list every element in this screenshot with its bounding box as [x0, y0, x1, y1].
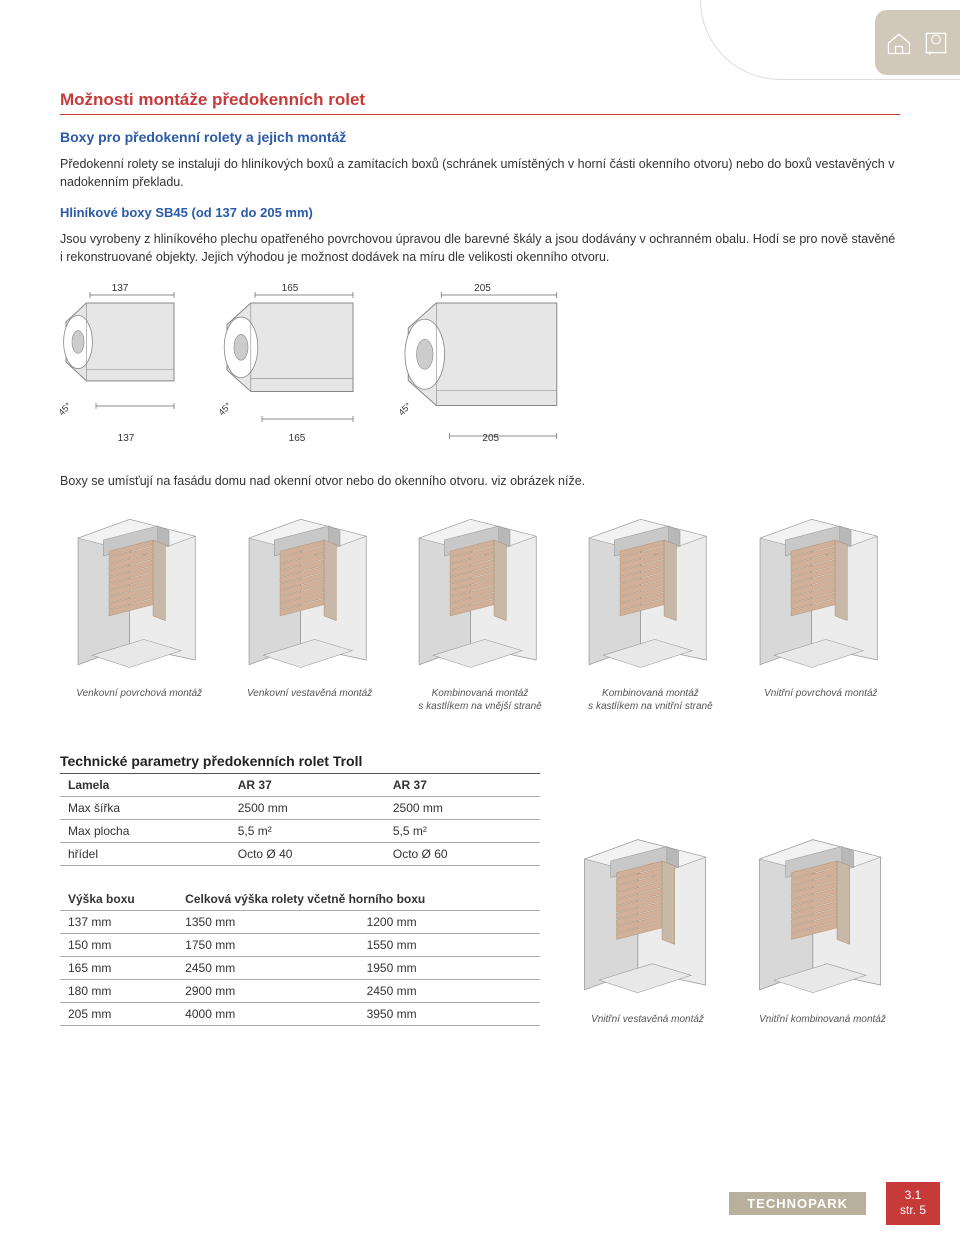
intro-paragraph: Předokenní rolety se instalují do hliník…: [60, 155, 900, 191]
td: 150 mm: [60, 934, 177, 957]
mount-types-row: Venkovní povrchová montáž Venkovní vesta…: [60, 510, 900, 714]
table-row: 180 mm2900 mm2450 mm: [60, 980, 540, 1003]
td: 2900 mm: [177, 980, 358, 1003]
bottom-mounts: Vnitřní vestavěná montáž Vnitřní kombino…: [570, 753, 900, 1026]
mount-caption: Kombinovaná montážs kastlíkem na vnější …: [401, 687, 559, 713]
th: Lamela: [60, 774, 230, 797]
td: 1200 mm: [359, 911, 540, 934]
th: Výška boxu: [60, 888, 177, 911]
profile-diagrams: 13713745° 16516545° 20520545°: [60, 287, 900, 442]
mount-type-4: Vnitřní povrchová montáž: [742, 510, 900, 714]
td: Max plocha: [60, 820, 230, 843]
td: 1550 mm: [359, 934, 540, 957]
technical-tables: Technické parametry předokenních rolet T…: [60, 753, 540, 1026]
mount-caption: Venkovní povrchová montáž: [60, 687, 218, 700]
td: 2450 mm: [177, 957, 358, 980]
profile-205: 20520545°: [400, 287, 565, 442]
bottom-mount-1: Vnitřní kombinovaná montáž: [745, 830, 900, 1026]
td: Max šířka: [60, 797, 230, 820]
shutter-icon: [922, 29, 950, 57]
th: AR 37: [230, 774, 385, 797]
td: 4000 mm: [177, 1003, 358, 1026]
page-title: Možnosti montáže předokenních rolet: [60, 90, 900, 110]
mount-type-0: Venkovní povrchová montáž: [60, 510, 218, 714]
td: 205 mm: [60, 1003, 177, 1026]
page-number: str. 5: [900, 1203, 926, 1219]
bottom-mount-0: Vnitřní vestavěná montáž: [570, 830, 725, 1026]
dim-top: 137: [112, 283, 129, 294]
page-footer: TECHNOPARK 3.1 str. 5: [0, 1182, 960, 1225]
profile-137: 13713745°: [60, 287, 180, 442]
mount-caption: Vnitřní vestavěná montáž: [570, 1013, 725, 1026]
th: AR 37: [385, 774, 540, 797]
td: 3950 mm: [359, 1003, 540, 1026]
dim-bottom: 165: [289, 433, 306, 444]
category-tab: [875, 10, 960, 75]
mount-type-2: Kombinovaná montážs kastlíkem na vnější …: [401, 510, 559, 714]
house-icon: [885, 29, 913, 57]
dim-top: 165: [282, 283, 299, 294]
table-row: 137 mm1350 mm1200 mm: [60, 911, 540, 934]
placement-text: Boxy se umísťují na fasádu domu nad oken…: [60, 472, 900, 490]
mount-caption: Kombinovaná montážs kastlíkem na vnitřní…: [571, 687, 729, 713]
tech-params-table: LamelaAR 37AR 37 Max šířka2500 mm2500 mm…: [60, 774, 540, 866]
mount-caption: Vnitřní kombinovaná montáž: [745, 1013, 900, 1026]
profile-165: 16516545°: [220, 287, 360, 442]
mount-type-1: Venkovní vestavěná montáž: [230, 510, 388, 714]
td: Octo Ø 60: [385, 843, 540, 866]
table-row: hřídelOcto Ø 40Octo Ø 60: [60, 843, 540, 866]
dim-bottom: 205: [482, 433, 499, 444]
height-table: Výška boxuCelková výška rolety včetně ho…: [60, 888, 540, 1026]
td: 180 mm: [60, 980, 177, 1003]
tech-table-title: Technické parametry předokenních rolet T…: [60, 753, 540, 769]
footer-brand: TECHNOPARK: [729, 1192, 866, 1215]
table-row: Max plocha5,5 m²5,5 m²: [60, 820, 540, 843]
footer-pagenum: 3.1 str. 5: [886, 1182, 940, 1225]
mount-caption: Vnitřní povrchová montáž: [742, 687, 900, 700]
td: 5,5 m²: [385, 820, 540, 843]
section2-title: Hliníkové boxy SB45 (od 137 do 205 mm): [60, 205, 900, 220]
td: 2500 mm: [385, 797, 540, 820]
page-section: 3.1: [900, 1188, 926, 1204]
td: 2450 mm: [359, 980, 540, 1003]
td: 5,5 m²: [230, 820, 385, 843]
table-row: 165 mm2450 mm1950 mm: [60, 957, 540, 980]
title-rule: [60, 114, 900, 115]
dim-bottom: 137: [118, 433, 135, 444]
td: 1950 mm: [359, 957, 540, 980]
section2-paragraph: Jsou vyrobeny z hliníkového plechu opatř…: [60, 230, 900, 266]
td: hřídel: [60, 843, 230, 866]
subtitle: Boxy pro předokenní rolety a jejich mont…: [60, 129, 900, 145]
td: 1750 mm: [177, 934, 358, 957]
td: 1350 mm: [177, 911, 358, 934]
th: Celková výška rolety včetně horního boxu: [177, 888, 540, 911]
table-row: 150 mm1750 mm1550 mm: [60, 934, 540, 957]
td: 137 mm: [60, 911, 177, 934]
td: 165 mm: [60, 957, 177, 980]
mount-type-3: Kombinovaná montážs kastlíkem na vnitřní…: [571, 510, 729, 714]
mount-caption: Venkovní vestavěná montáž: [230, 687, 388, 700]
td: 2500 mm: [230, 797, 385, 820]
td: Octo Ø 40: [230, 843, 385, 866]
dim-top: 205: [474, 283, 491, 294]
table-row: 205 mm4000 mm3950 mm: [60, 1003, 540, 1026]
table-row: Max šířka2500 mm2500 mm: [60, 797, 540, 820]
